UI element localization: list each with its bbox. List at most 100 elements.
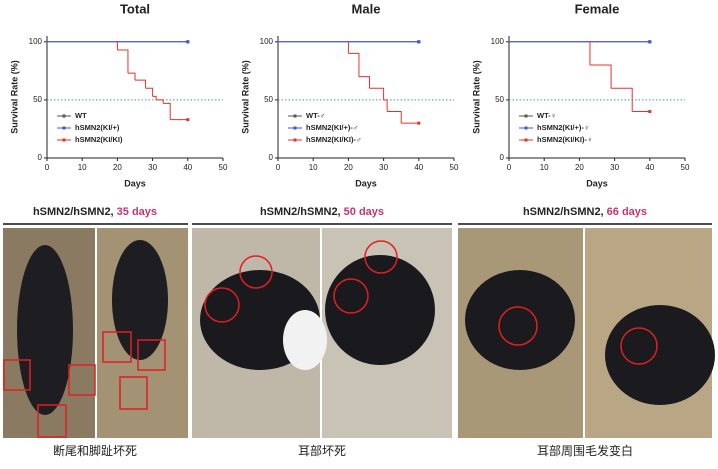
highlight-circle <box>204 287 240 323</box>
highlight-circle <box>239 255 273 289</box>
x-tick-label: 0 <box>45 163 50 172</box>
highlight-circle <box>620 327 658 365</box>
highlight-box <box>68 364 96 396</box>
step-segment <box>348 52 360 77</box>
legend-marker <box>62 126 66 130</box>
age: 35 days <box>117 206 157 218</box>
highlight-box <box>137 339 166 371</box>
step-segment <box>163 102 171 120</box>
step-segment <box>369 87 385 100</box>
y-axis-label: Survival Rate (%) <box>240 60 250 134</box>
y-tick-label: 50 <box>495 95 504 104</box>
caption: 断尾和脚趾坏死 <box>53 443 137 458</box>
legend-label: hSMN2(KI/KI) <box>75 135 123 144</box>
panel-header: hSMN2/hSMN2, 66 days <box>523 206 647 218</box>
step-segment <box>127 72 136 81</box>
x-tick-label: 50 <box>450 163 459 172</box>
legend-label: hSMN2(KI/KI)-♂ <box>306 135 362 144</box>
mouse <box>17 245 73 415</box>
step-segment <box>117 49 129 74</box>
highlight-box <box>119 376 148 410</box>
legend-marker <box>293 138 297 142</box>
x-tick-label: 10 <box>78 163 87 172</box>
censor-marker <box>417 40 421 44</box>
y-tick-label: 50 <box>264 95 273 104</box>
x-tick-label: 20 <box>344 163 353 172</box>
y-tick-label: 0 <box>500 153 505 162</box>
censor-marker <box>648 110 652 114</box>
legend-marker <box>293 114 297 118</box>
legend-marker <box>524 138 528 142</box>
highlight-box <box>102 331 132 363</box>
mouse <box>112 240 168 360</box>
censor-marker <box>186 40 190 44</box>
censor-marker <box>186 118 190 122</box>
age: 66 days <box>607 206 647 218</box>
x-tick-label: 10 <box>309 163 318 172</box>
highlight-circle <box>364 240 398 274</box>
step-segment <box>589 64 612 89</box>
legend-label: hSMN2(KI/KI)-♀ <box>537 135 593 144</box>
step-segment <box>152 95 157 100</box>
legend-label: hSMN2(KI/+)-♂ <box>306 123 359 132</box>
y-tick-label: 0 <box>38 153 43 162</box>
genotype: hSMN2/hSMN2, <box>33 206 117 218</box>
legend-label: hSMN2(KI/+)-♀ <box>537 123 590 132</box>
highlight-box <box>3 359 31 391</box>
x-tick-label: 30 <box>379 163 388 172</box>
step-segment <box>145 87 154 97</box>
y-tick-label: 100 <box>29 37 43 46</box>
caption: 耳部坏死 <box>298 443 346 458</box>
x-tick-label: 40 <box>645 163 654 172</box>
step-segment <box>383 99 388 112</box>
x-tick-label: 50 <box>681 163 690 172</box>
y-tick-label: 50 <box>33 95 42 104</box>
legend-marker <box>524 114 528 118</box>
censor-marker <box>648 40 652 44</box>
highlight-circle <box>498 306 538 346</box>
x-tick-label: 20 <box>575 163 584 172</box>
x-tick-label: 0 <box>276 163 281 172</box>
caption: 耳部周围毛发变白 <box>537 443 633 458</box>
step-segment <box>156 99 164 104</box>
legend-label: WT <box>75 111 87 120</box>
step-segment <box>358 76 371 89</box>
x-tick-label: 30 <box>148 163 157 172</box>
x-tick-label: 40 <box>183 163 192 172</box>
panel-header: hSMN2/hSMN2, 50 days <box>260 206 384 218</box>
mouse <box>325 255 435 365</box>
legend-label: WT-♂ <box>306 111 325 120</box>
chart-title: Female <box>575 1 620 16</box>
step-segment <box>611 87 633 112</box>
y-axis-label: Survival Rate (%) <box>471 60 481 134</box>
highlight-circle <box>333 278 369 314</box>
x-tick-label: 40 <box>414 163 423 172</box>
genotype: hSMN2/hSMN2, <box>260 206 344 218</box>
x-axis-label: Days <box>586 178 608 188</box>
panel-header: hSMN2/hSMN2, 35 days <box>33 206 157 218</box>
age: 50 days <box>344 206 384 218</box>
y-tick-label: 0 <box>269 153 274 162</box>
genotype: hSMN2/hSMN2, <box>523 206 607 218</box>
x-tick-label: 50 <box>219 163 228 172</box>
x-axis-label: Days <box>355 178 377 188</box>
highlight-box <box>37 404 67 438</box>
glove <box>283 310 327 370</box>
x-tick-label: 30 <box>610 163 619 172</box>
x-tick-label: 0 <box>507 163 512 172</box>
censor-marker <box>417 121 421 125</box>
photos <box>3 228 715 438</box>
legend-marker <box>62 114 66 118</box>
y-axis-label: Survival Rate (%) <box>9 60 19 134</box>
mouse <box>605 305 715 405</box>
legend-marker <box>293 126 297 130</box>
y-tick-label: 100 <box>491 37 505 46</box>
chart-title: Total <box>120 1 150 16</box>
legend-label: hSMN2(KI/+) <box>75 123 120 132</box>
x-axis-label: Days <box>124 178 146 188</box>
x-tick-label: 20 <box>113 163 122 172</box>
mouse <box>465 270 575 370</box>
y-tick-label: 100 <box>260 37 274 46</box>
chart-title: Male <box>352 1 381 16</box>
